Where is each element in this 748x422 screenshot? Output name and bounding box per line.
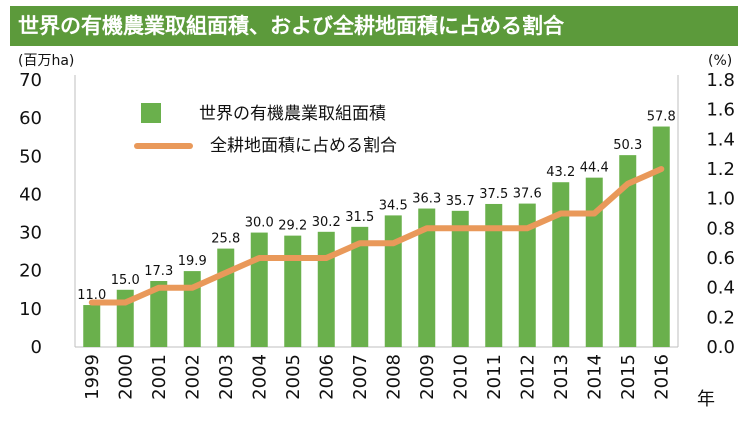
x-tick-label: 2002 — [182, 354, 203, 400]
bar-data-label: 29.2 — [278, 219, 307, 234]
x-tick-label: 2009 — [417, 354, 438, 400]
y-right-tick-label: 0.6 — [706, 248, 735, 269]
bar-data-label: 44.4 — [580, 161, 609, 176]
bar — [250, 232, 268, 347]
legend-bar-label: 世界の有機農業取組面積 — [199, 104, 386, 124]
x-tick-label: 2015 — [618, 354, 639, 400]
y-right-tick-label: 1.6 — [706, 100, 735, 121]
y-right-tick-label: 0.8 — [706, 218, 735, 239]
x-tick-label: 2016 — [651, 354, 672, 400]
x-tick-label: 2003 — [216, 354, 237, 400]
chart-title: 世界の有機農業取組面積、および全耕地面積に占める割合 — [18, 14, 564, 38]
bar-data-label: 15.0 — [111, 273, 140, 288]
share-line — [88, 166, 665, 306]
y-left-tick-label: 20 — [19, 261, 42, 282]
y-left-tick-label: 10 — [19, 299, 42, 320]
x-unit-label: 年 — [697, 389, 715, 410]
bar — [518, 203, 536, 347]
bar-data-label: 34.5 — [379, 198, 408, 213]
x-tick-label: 2001 — [149, 354, 170, 400]
bar-data-label: 17.3 — [144, 264, 173, 279]
bar — [552, 182, 570, 347]
legend-bar-swatch — [141, 103, 161, 123]
bar — [585, 177, 603, 347]
y-right-tick-label: 1.2 — [706, 159, 735, 180]
bar-data-label: 19.9 — [178, 254, 207, 269]
bar-data-label: 30.2 — [312, 215, 341, 230]
bar — [83, 305, 101, 347]
y-right-tick-label: 0.2 — [706, 307, 735, 328]
bar-data-label: 50.3 — [613, 138, 642, 153]
y-left-tick-label: 40 — [19, 184, 42, 205]
x-tick-label: 2011 — [484, 354, 505, 400]
legend-line-label: 全耕地面積に占める割合 — [210, 136, 397, 156]
bar-data-label: 25.8 — [211, 232, 240, 247]
y-left-unit-label: (百万ha) — [18, 53, 74, 69]
bar — [418, 208, 436, 347]
y-right-tick-label: 1.8 — [706, 70, 735, 91]
x-tick-label: 2013 — [551, 354, 572, 400]
bar-data-label: 11.0 — [77, 288, 106, 303]
x-tick-label: 2007 — [350, 354, 371, 400]
bar — [284, 235, 302, 347]
y-left-tick-label: 70 — [19, 70, 42, 91]
bar — [652, 126, 670, 347]
y-right-tick-label: 0.4 — [706, 278, 735, 299]
x-tick-label: 2005 — [283, 354, 304, 400]
x-tick-label: 2008 — [383, 354, 404, 400]
bar-data-label: 37.6 — [513, 187, 542, 202]
x-tick-label: 2012 — [517, 354, 538, 400]
x-tick-label: 1999 — [82, 354, 103, 400]
bar-data-label: 31.5 — [345, 210, 374, 225]
y-right-tick-label: 1.4 — [706, 129, 735, 150]
bar — [150, 281, 168, 347]
x-tick-label: 2010 — [450, 354, 471, 400]
y-right-tick-label: 1.0 — [706, 189, 735, 210]
bar — [351, 226, 369, 347]
bar — [217, 248, 235, 347]
bar-data-label: 43.2 — [546, 165, 575, 180]
bar-data-label: 37.5 — [479, 187, 508, 202]
bar-data-label: 35.7 — [446, 194, 475, 209]
x-tick-label: 2006 — [316, 354, 337, 400]
chart-title-banner: 世界の有機農業取組面積、および全耕地面積に占める割合 — [10, 6, 738, 46]
x-tick-label: 2014 — [584, 354, 605, 400]
bar — [317, 231, 335, 347]
bar-data-label: 57.8 — [647, 110, 676, 125]
y-left-tick-label: 50 — [19, 146, 42, 167]
bar — [451, 210, 469, 347]
y-left-tick-label: 60 — [19, 108, 42, 129]
y-left-tick-label: 0 — [31, 337, 42, 358]
y-right-unit-label: (%) — [708, 53, 732, 69]
bar-data-label: 30.0 — [245, 216, 274, 231]
bar-data-label: 36.3 — [412, 192, 441, 207]
x-tick-label: 2004 — [249, 354, 270, 400]
y-left-tick-label: 30 — [19, 223, 42, 244]
y-right-tick-label: 0.0 — [706, 337, 735, 358]
x-tick-label: 2000 — [115, 354, 136, 400]
bar — [485, 203, 503, 347]
bar — [619, 155, 637, 347]
bar — [384, 215, 402, 347]
